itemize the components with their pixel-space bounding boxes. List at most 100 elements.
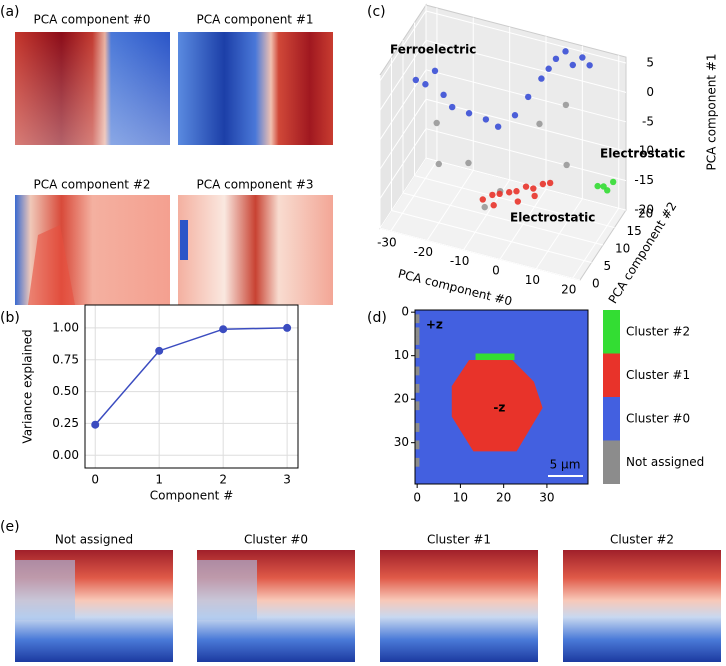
y-tick-label: 5: [604, 259, 612, 273]
panel-label: (d): [367, 310, 387, 326]
y-tick-label: 0: [401, 305, 409, 319]
point: [562, 101, 570, 109]
map-title: PCA component #0: [33, 13, 150, 27]
heatmap-feature: [197, 560, 257, 620]
y-tick-label: 1.00: [52, 320, 79, 334]
z-axis-label: PCA component #1: [705, 53, 719, 170]
point: [449, 103, 456, 111]
domain-region: [451, 360, 543, 452]
unassigned-pixel: [415, 336, 420, 345]
line: [94, 327, 288, 426]
point: [506, 189, 513, 196]
legend-label: Cluster #2: [626, 324, 690, 338]
point: [579, 54, 586, 61]
unassigned-pixel: [415, 457, 420, 467]
point: [435, 160, 442, 168]
legend-label: Not assigned: [626, 455, 704, 469]
map-title: Cluster #2: [610, 533, 674, 547]
z-tick-label: -15: [634, 173, 654, 187]
point: [155, 346, 164, 355]
z-tick-label: -5: [642, 114, 654, 128]
panel-b: (b) 0.00 0.25 0.50 0.75 1.00 0 1 2 3 Component # V…: [0, 304, 299, 503]
y-tick-label: 0.25: [52, 416, 79, 430]
point: [563, 161, 570, 169]
x-tick-label: 1: [155, 473, 163, 487]
heatmap: [178, 195, 333, 305]
point: [524, 93, 532, 101]
point: [604, 187, 611, 194]
y-tick-label: 0.00: [52, 448, 79, 462]
map-title: PCA component #2: [33, 178, 150, 192]
y-tick-label: 10: [394, 348, 409, 362]
series-label: Electrostatic: [600, 147, 685, 161]
y-axis-label: Variance explained: [21, 329, 35, 443]
x-tick-label: 3: [283, 473, 291, 487]
grid-line: [379, 98, 627, 170]
heatmap: [380, 550, 538, 662]
point: [536, 120, 543, 128]
legend-swatch: [603, 397, 620, 441]
point: [562, 48, 569, 55]
x-tick-label: 10: [525, 273, 540, 287]
y-tick-label: 0.50: [52, 384, 79, 398]
point: [433, 119, 440, 127]
panel-label: (e): [0, 519, 20, 535]
point: [482, 116, 490, 123]
grid-line: [379, 39, 627, 111]
y-tick-label: 20: [638, 207, 653, 221]
grid-line: [379, 10, 627, 82]
panel-label: (c): [367, 4, 386, 20]
unassigned-pixel: [415, 314, 420, 324]
annotation: +z: [426, 318, 443, 332]
y-tick-label: 0.75: [52, 352, 79, 366]
point: [496, 190, 503, 198]
point: [539, 180, 547, 188]
axes-frame: [414, 309, 589, 485]
map-title: Cluster #1: [427, 533, 491, 547]
heatmap-shade: [15, 32, 170, 145]
y-tick-label: 20: [394, 392, 409, 406]
point: [283, 323, 292, 332]
panel-a: (a) PCA component #0 PCA component #1 PC…: [0, 4, 333, 305]
panel-label: (b): [0, 310, 20, 326]
point: [91, 420, 100, 429]
point: [569, 61, 576, 69]
legend-label: Cluster #1: [626, 368, 690, 382]
x-tick-label: 0: [91, 473, 99, 487]
point: [530, 185, 537, 192]
point: [490, 202, 497, 209]
x-tick-label: 0: [413, 491, 421, 505]
z-tick-label: 5: [646, 55, 654, 69]
x-tick-label: -30: [377, 235, 397, 249]
unassigned-pixel: [415, 349, 420, 358]
unassigned-pixel: [415, 383, 420, 393]
grid-line: [379, 128, 627, 199]
point: [412, 76, 420, 84]
point: [586, 62, 593, 69]
grid-line: [379, 157, 627, 229]
unassigned-pixel: [415, 440, 420, 450]
x-tick-label: 2: [219, 473, 227, 487]
point: [513, 188, 520, 195]
unassigned-pixel: [415, 327, 420, 337]
point: [219, 325, 228, 334]
map-title: Cluster #0: [244, 533, 308, 547]
point: [522, 183, 530, 190]
legend-swatch: [603, 310, 620, 354]
point: [465, 159, 472, 167]
point: [422, 81, 429, 88]
heatmap-feature: [28, 225, 75, 305]
y-tick-label: 30: [394, 435, 409, 449]
annotation: -z: [493, 400, 505, 414]
point: [489, 191, 496, 199]
x-tick-label: 10: [453, 491, 468, 505]
unassigned-pixel: [415, 366, 420, 376]
map-title: PCA component #1: [196, 13, 313, 27]
series-label: Electrostatic: [510, 211, 595, 225]
panel-e: (e) Not assigned Cluster #0 Cluster #1 C…: [0, 519, 721, 662]
x-tick-label: 20: [561, 283, 576, 297]
legend-swatch: [603, 440, 620, 484]
x-axis-label: Component #: [150, 489, 234, 503]
